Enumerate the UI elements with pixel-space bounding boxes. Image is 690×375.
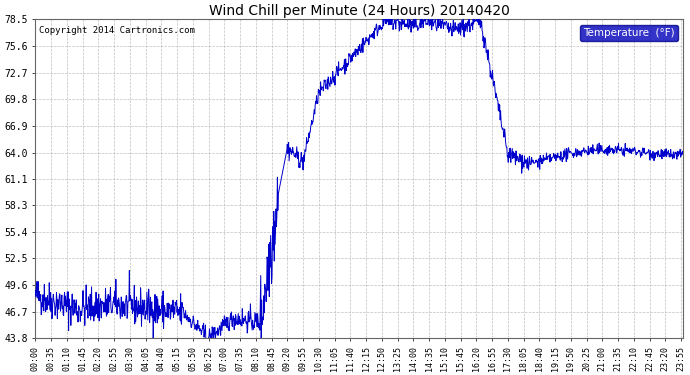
Legend: Temperature  (°F): Temperature (°F)	[580, 24, 678, 41]
Title: Wind Chill per Minute (24 Hours) 20140420: Wind Chill per Minute (24 Hours) 2014042…	[208, 4, 509, 18]
Text: Copyright 2014 Cartronics.com: Copyright 2014 Cartronics.com	[39, 26, 195, 35]
